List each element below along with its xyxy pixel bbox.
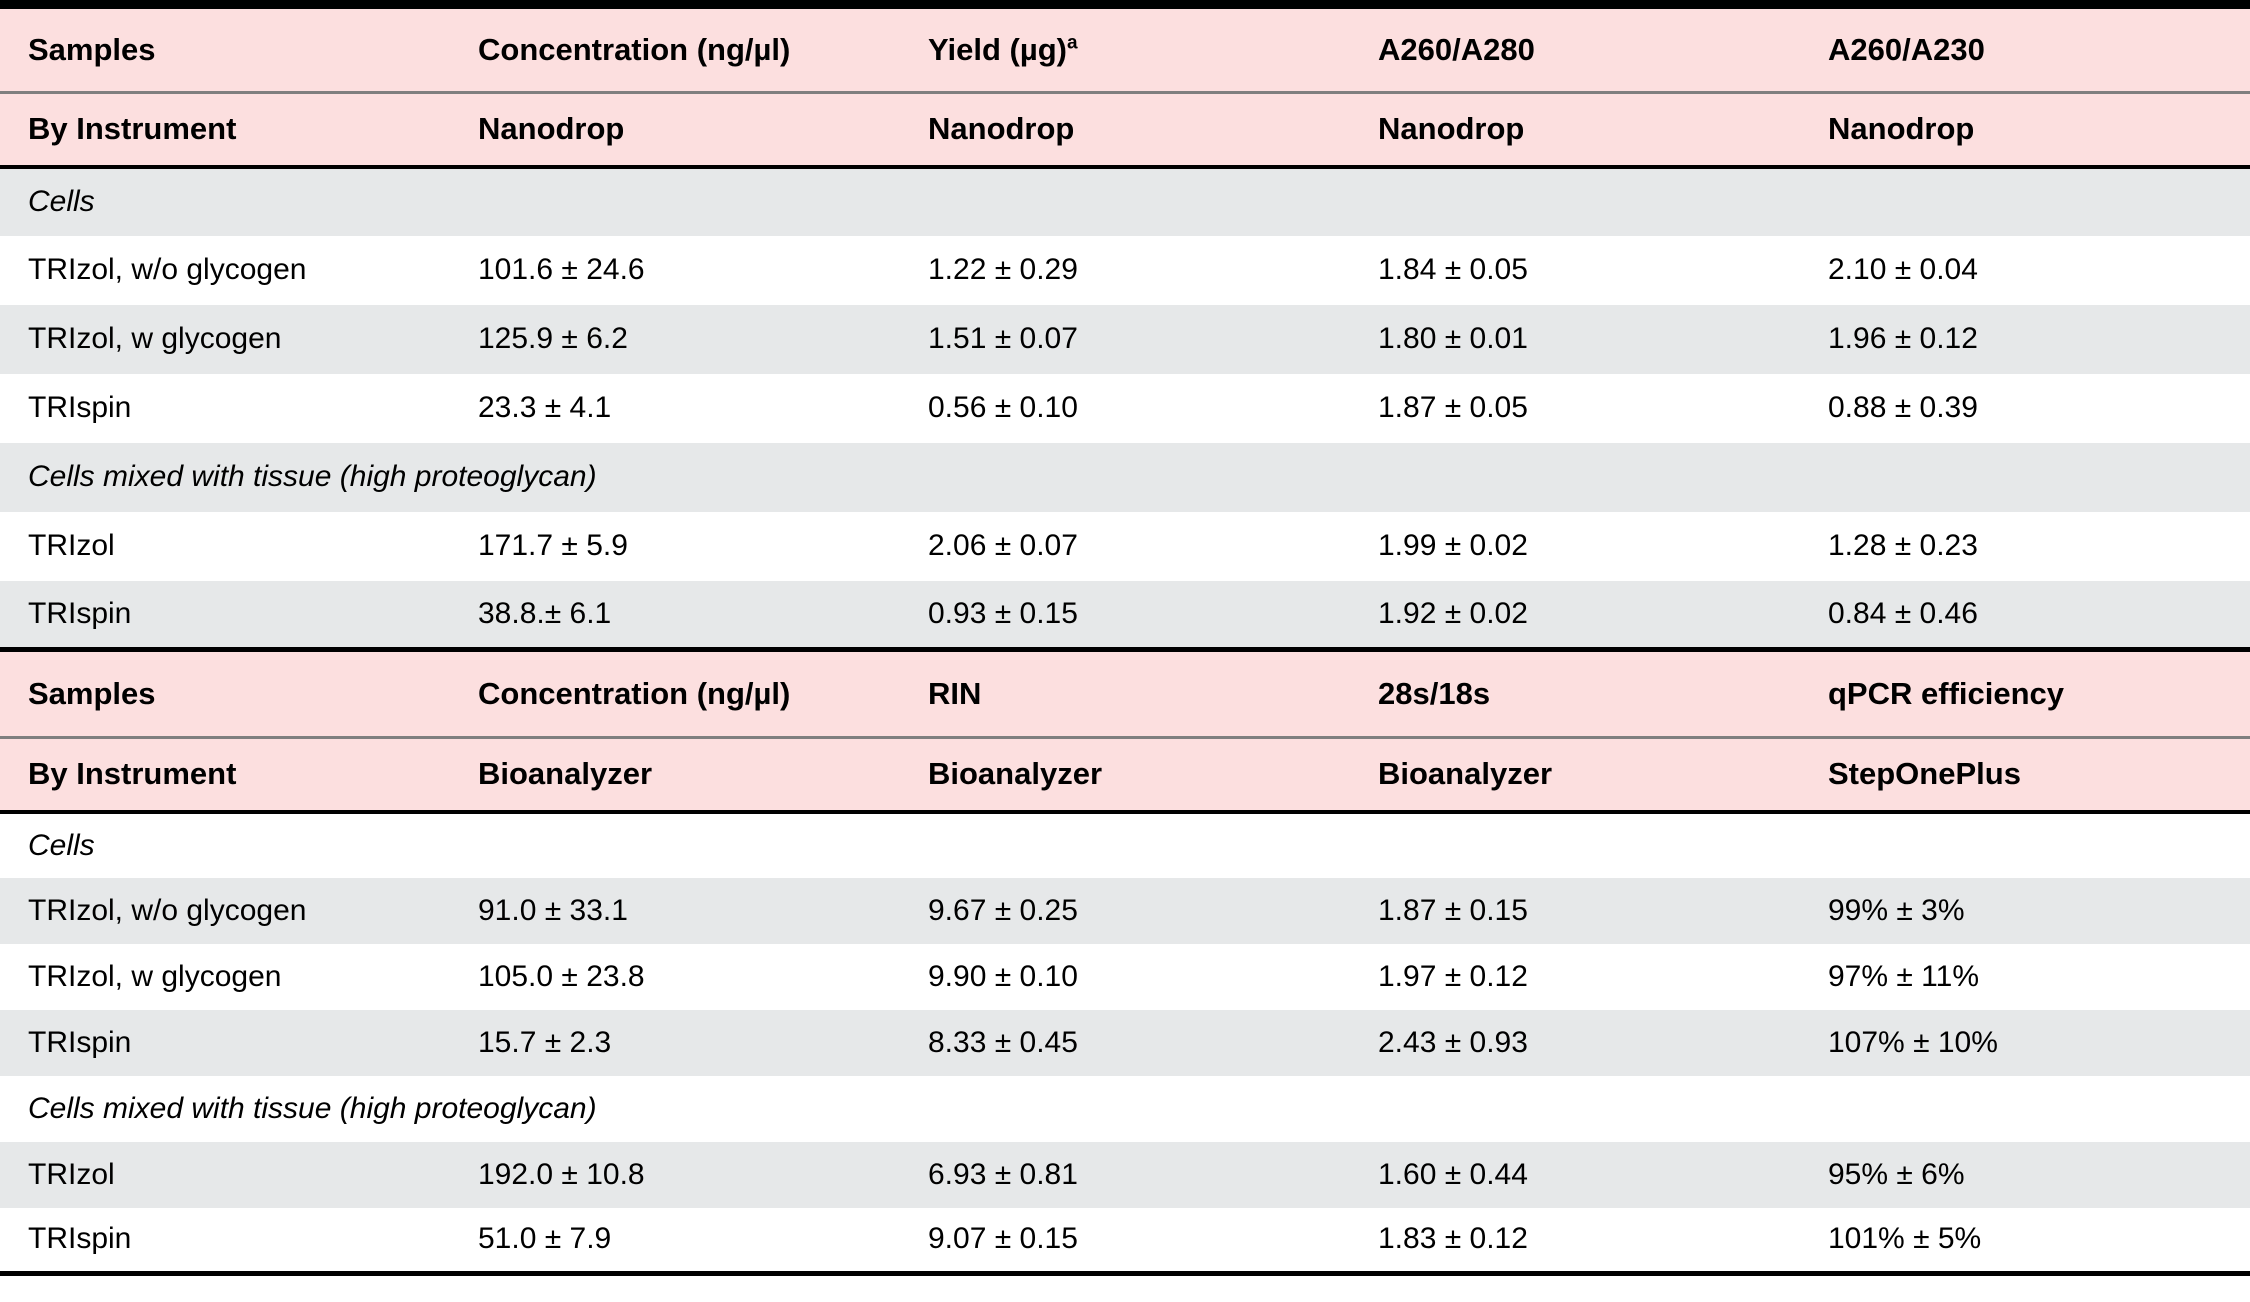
column-header-a260-a280: A260/A280 (1350, 4, 1800, 94)
value-cell: 0.93 ± 0.15 (900, 580, 1350, 650)
value-cell: 1.60 ± 0.44 (1350, 1141, 1800, 1208)
column-header-concentration: Concentration (ng/µl) (450, 4, 900, 94)
value-cell: 1.97 ± 0.12 (1350, 943, 1800, 1010)
instrument-cell: Bioanalyzer (900, 737, 1350, 814)
column-header-a260-a230: A260/A230 (1800, 4, 2250, 94)
value-cell: 9.67 ± 0.25 (900, 877, 1350, 944)
value-cell: 97% ± 11% (1800, 943, 2250, 1010)
value-cell: 1.83 ± 0.12 (1350, 1207, 1800, 1276)
group-row-cells-mixed: Cells mixed with tissue (high proteoglyc… (0, 1075, 2250, 1142)
section2-metric-header-row: Samples Concentration (ng/µl) RIN 28s/18… (0, 647, 2250, 739)
column-header-rin: RIN (900, 647, 1350, 739)
table-row: TRIzol, w/o glycogen 91.0 ± 33.1 9.67 ± … (0, 877, 2250, 944)
value-cell: 1.22 ± 0.29 (900, 235, 1350, 305)
sample-name-cell: TRIzol, w glycogen (0, 304, 450, 374)
value-cell: 1.87 ± 0.05 (1350, 373, 1800, 443)
column-header-28s-18s: 28s/18s (1350, 647, 1800, 739)
instrument-cell: Bioanalyzer (1350, 737, 1800, 814)
value-cell: 0.56 ± 0.10 (900, 373, 1350, 443)
value-cell: 107% ± 10% (1800, 1009, 2250, 1076)
column-header-yield: Yield (µg)a (900, 4, 1350, 94)
table-row: TRIzol, w glycogen 125.9 ± 6.2 1.51 ± 0.… (0, 304, 2250, 374)
instrument-cell: Bioanalyzer (450, 737, 900, 814)
column-header-samples: Samples (0, 647, 450, 739)
group-row-cells: Cells (0, 166, 2250, 236)
group-label: Cells mixed with tissue (high proteoglyc… (0, 1075, 2250, 1142)
value-cell: 2.06 ± 0.07 (900, 511, 1350, 581)
section2-instrument-header-row: By Instrument Bioanalyzer Bioanalyzer Bi… (0, 737, 2250, 814)
column-header-samples: Samples (0, 4, 450, 94)
value-cell: 0.84 ± 0.46 (1800, 580, 2250, 650)
value-cell: 1.87 ± 0.15 (1350, 877, 1800, 944)
value-cell: 1.84 ± 0.05 (1350, 235, 1800, 305)
by-instrument-label: By Instrument (0, 92, 450, 169)
value-cell: 125.9 ± 6.2 (450, 304, 900, 374)
sample-name-cell: TRIzol (0, 511, 450, 581)
value-cell: 1.51 ± 0.07 (900, 304, 1350, 374)
instrument-cell: Nanodrop (1350, 92, 1800, 169)
value-cell: 6.93 ± 0.81 (900, 1141, 1350, 1208)
yield-footnote-marker: a (1067, 32, 1078, 54)
instrument-cell: Nanodrop (900, 92, 1350, 169)
table-row: TRIspin 15.7 ± 2.3 8.33 ± 0.45 2.43 ± 0.… (0, 1009, 2250, 1076)
value-cell: 1.92 ± 0.02 (1350, 580, 1800, 650)
section1-instrument-header-row: By Instrument Nanodrop Nanodrop Nanodrop… (0, 92, 2250, 169)
group-label: Cells (0, 166, 2250, 236)
table-row: TRIzol 171.7 ± 5.9 2.06 ± 0.07 1.99 ± 0.… (0, 511, 2250, 581)
value-cell: 1.99 ± 0.02 (1350, 511, 1800, 581)
value-cell: 23.3 ± 4.1 (450, 373, 900, 443)
table-row: TRIspin 51.0 ± 7.9 9.07 ± 0.15 1.83 ± 0.… (0, 1207, 2250, 1276)
sample-name-cell: TRIspin (0, 580, 450, 650)
value-cell: 171.7 ± 5.9 (450, 511, 900, 581)
value-cell: 1.80 ± 0.01 (1350, 304, 1800, 374)
sample-name-cell: TRIzol (0, 1141, 450, 1208)
instrument-cell: Nanodrop (450, 92, 900, 169)
value-cell: 101% ± 5% (1800, 1207, 2250, 1276)
table-row: TRIzol, w/o glycogen 101.6 ± 24.6 1.22 ±… (0, 235, 2250, 305)
group-label: Cells mixed with tissue (high proteoglyc… (0, 442, 2250, 512)
value-cell: 9.07 ± 0.15 (900, 1207, 1350, 1276)
sample-name-cell: TRIspin (0, 373, 450, 443)
sample-name-cell: TRIzol, w/o glycogen (0, 877, 450, 944)
sample-name-cell: TRIzol, w glycogen (0, 943, 450, 1010)
group-row-cells: Cells (0, 811, 2250, 878)
table-row: TRIspin 38.8.± 6.1 0.93 ± 0.15 1.92 ± 0.… (0, 580, 2250, 650)
sample-name-cell: TRIspin (0, 1009, 450, 1076)
instrument-cell: Nanodrop (1800, 92, 2250, 169)
value-cell: 51.0 ± 7.9 (450, 1207, 900, 1276)
by-instrument-label: By Instrument (0, 737, 450, 814)
value-cell: 1.28 ± 0.23 (1800, 511, 2250, 581)
section1-metric-header-row: Samples Concentration (ng/µl) Yield (µg)… (0, 4, 2250, 94)
value-cell: 91.0 ± 33.1 (450, 877, 900, 944)
column-header-concentration: Concentration (ng/µl) (450, 647, 900, 739)
value-cell: 15.7 ± 2.3 (450, 1009, 900, 1076)
value-cell: 8.33 ± 0.45 (900, 1009, 1350, 1076)
value-cell: 0.88 ± 0.39 (1800, 373, 2250, 443)
instrument-cell: StepOnePlus (1800, 737, 2250, 814)
value-cell: 9.90 ± 0.10 (900, 943, 1350, 1010)
value-cell: 99% ± 3% (1800, 877, 2250, 944)
value-cell: 101.6 ± 24.6 (450, 235, 900, 305)
value-cell: 105.0 ± 23.8 (450, 943, 900, 1010)
table-row: TRIzol 192.0 ± 10.8 6.93 ± 0.81 1.60 ± 0… (0, 1141, 2250, 1208)
group-row-cells-mixed: Cells mixed with tissue (high proteoglyc… (0, 442, 2250, 512)
column-header-qpcr-efficiency: qPCR efficiency (1800, 647, 2250, 739)
table-row: TRIzol, w glycogen 105.0 ± 23.8 9.90 ± 0… (0, 943, 2250, 1010)
value-cell: 38.8.± 6.1 (450, 580, 900, 650)
group-label: Cells (0, 811, 2250, 878)
value-cell: 2.43 ± 0.93 (1350, 1009, 1800, 1076)
value-cell: 2.10 ± 0.04 (1800, 235, 2250, 305)
sample-name-cell: TRIspin (0, 1207, 450, 1276)
sample-name-cell: TRIzol, w/o glycogen (0, 235, 450, 305)
value-cell: 192.0 ± 10.8 (450, 1141, 900, 1208)
value-cell: 95% ± 6% (1800, 1141, 2250, 1208)
value-cell: 1.96 ± 0.12 (1800, 304, 2250, 374)
table-row: TRIspin 23.3 ± 4.1 0.56 ± 0.10 1.87 ± 0.… (0, 373, 2250, 443)
